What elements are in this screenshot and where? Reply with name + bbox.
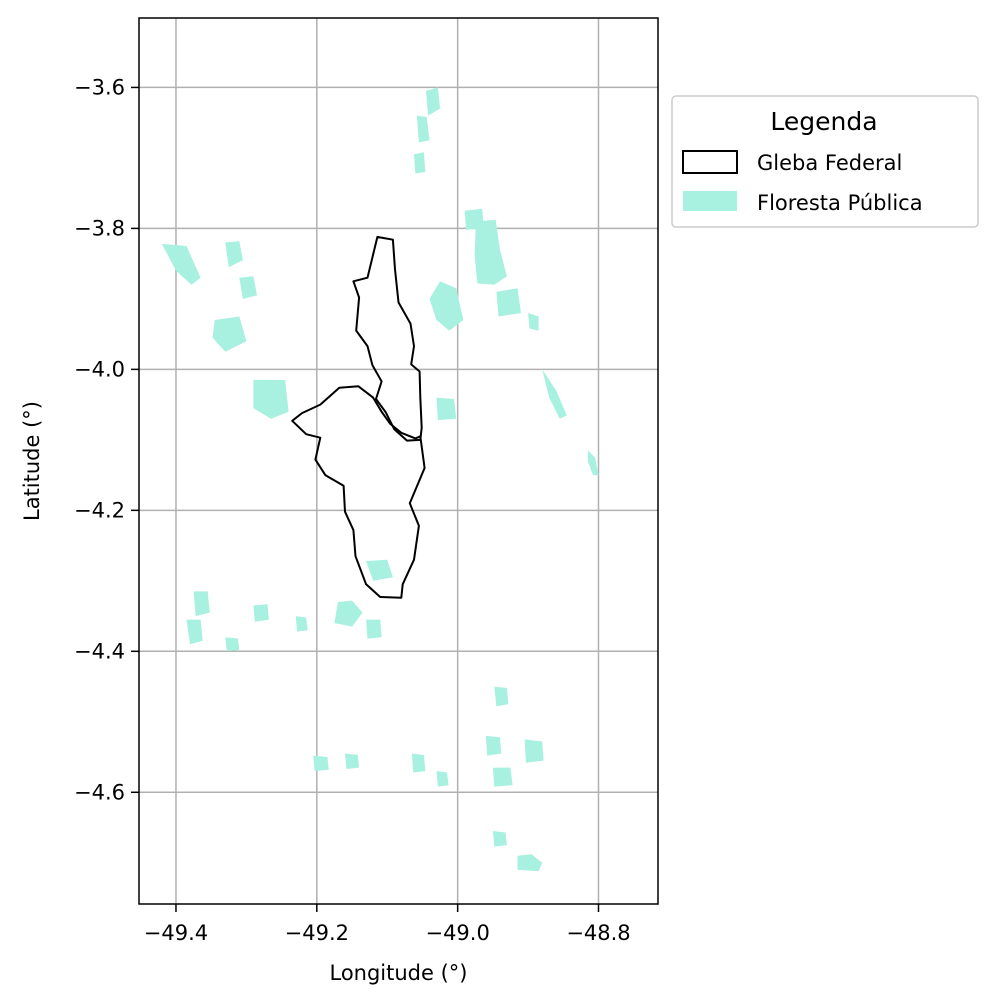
floresta-publica-polygon [253, 604, 269, 622]
floresta-publica-polygon [411, 753, 426, 773]
floresta-publica-polygon [414, 152, 426, 174]
floresta-publica-polygon [239, 276, 257, 299]
y-tick-label: −4.4 [74, 639, 125, 663]
floresta-publica-polygon [313, 755, 329, 772]
floresta-publica-polygon [193, 591, 210, 617]
floresta-publica-polygon [517, 854, 543, 872]
floresta-publica-polygon [186, 619, 203, 645]
floresta-publica-polygon [494, 686, 509, 707]
floresta-publica-polygon [485, 735, 502, 756]
floresta-publica-polygon [416, 115, 430, 143]
y-tick-label: −4.2 [74, 498, 125, 522]
y-tick-label: −3.8 [74, 216, 125, 240]
y-tick-label: −4.6 [74, 780, 125, 804]
floresta-publica-polygon [496, 288, 521, 317]
legend-swatch-floresta-publica [683, 191, 737, 211]
gleba-federal-polygon [291, 385, 426, 599]
y-tick-label: −4.0 [74, 357, 125, 381]
legend-label-gleba-federal: Gleba Federal [757, 151, 902, 175]
x-tick-label: −49.0 [425, 921, 489, 945]
floresta-publica-polygon [345, 753, 360, 769]
floresta-publica-polygon [429, 281, 464, 331]
layer-gleba-federal [291, 235, 426, 599]
plot-frame [138, 17, 659, 905]
floresta-publica-polygon [464, 208, 484, 230]
floresta-publica-polygon [426, 87, 440, 116]
floresta-publica-polygon [436, 771, 449, 787]
floresta-publica-polygon [295, 616, 308, 632]
floresta-publica-polygon [225, 637, 240, 652]
floresta-publica-polygon [225, 241, 243, 268]
floresta-publica-polygon [492, 767, 513, 787]
legend-swatch-gleba-federal [682, 150, 738, 174]
floresta-publica-polygon [253, 379, 289, 419]
legend-box [671, 95, 979, 228]
y-axis-label: Latitude (°) [20, 401, 44, 521]
legend-title: Legenda [770, 107, 877, 136]
x-tick-label: −48.8 [566, 921, 630, 945]
legend-label-floresta-publica: Floresta Pública [757, 191, 923, 215]
y-tick-label: −3.6 [74, 75, 125, 99]
gleba-federal-polygon [352, 235, 423, 442]
floresta-publica-polygon [334, 600, 363, 627]
floresta-publica-polygon [212, 316, 247, 352]
floresta-publica-polygon [528, 313, 539, 331]
floresta-publica-polygon [161, 243, 201, 285]
map-layers [161, 87, 599, 872]
floresta-publica-polygon [587, 450, 599, 476]
x-tick-label: −49.2 [285, 921, 349, 945]
layer-floresta-p-blica [161, 87, 599, 872]
floresta-publica-polygon [492, 831, 507, 847]
x-axis-label: Longitude (°) [329, 961, 467, 985]
floresta-publica-polygon [542, 369, 567, 419]
floresta-publica-polygon [366, 559, 393, 581]
floresta-publica-polygon [436, 397, 457, 421]
axis-ticks: −49.4 −49.2 −49.0 −48.8 −3.6 −3.8 −4.0 −4.2 −4.4… [74, 75, 631, 945]
floresta-publica-polygon [366, 619, 382, 639]
legend: Legenda Gleba Federal Floresta Pública [671, 95, 979, 228]
floresta-publica-polygon [474, 219, 507, 285]
x-tick-label: −49.4 [144, 921, 208, 945]
floresta-publica-polygon [524, 739, 544, 763]
